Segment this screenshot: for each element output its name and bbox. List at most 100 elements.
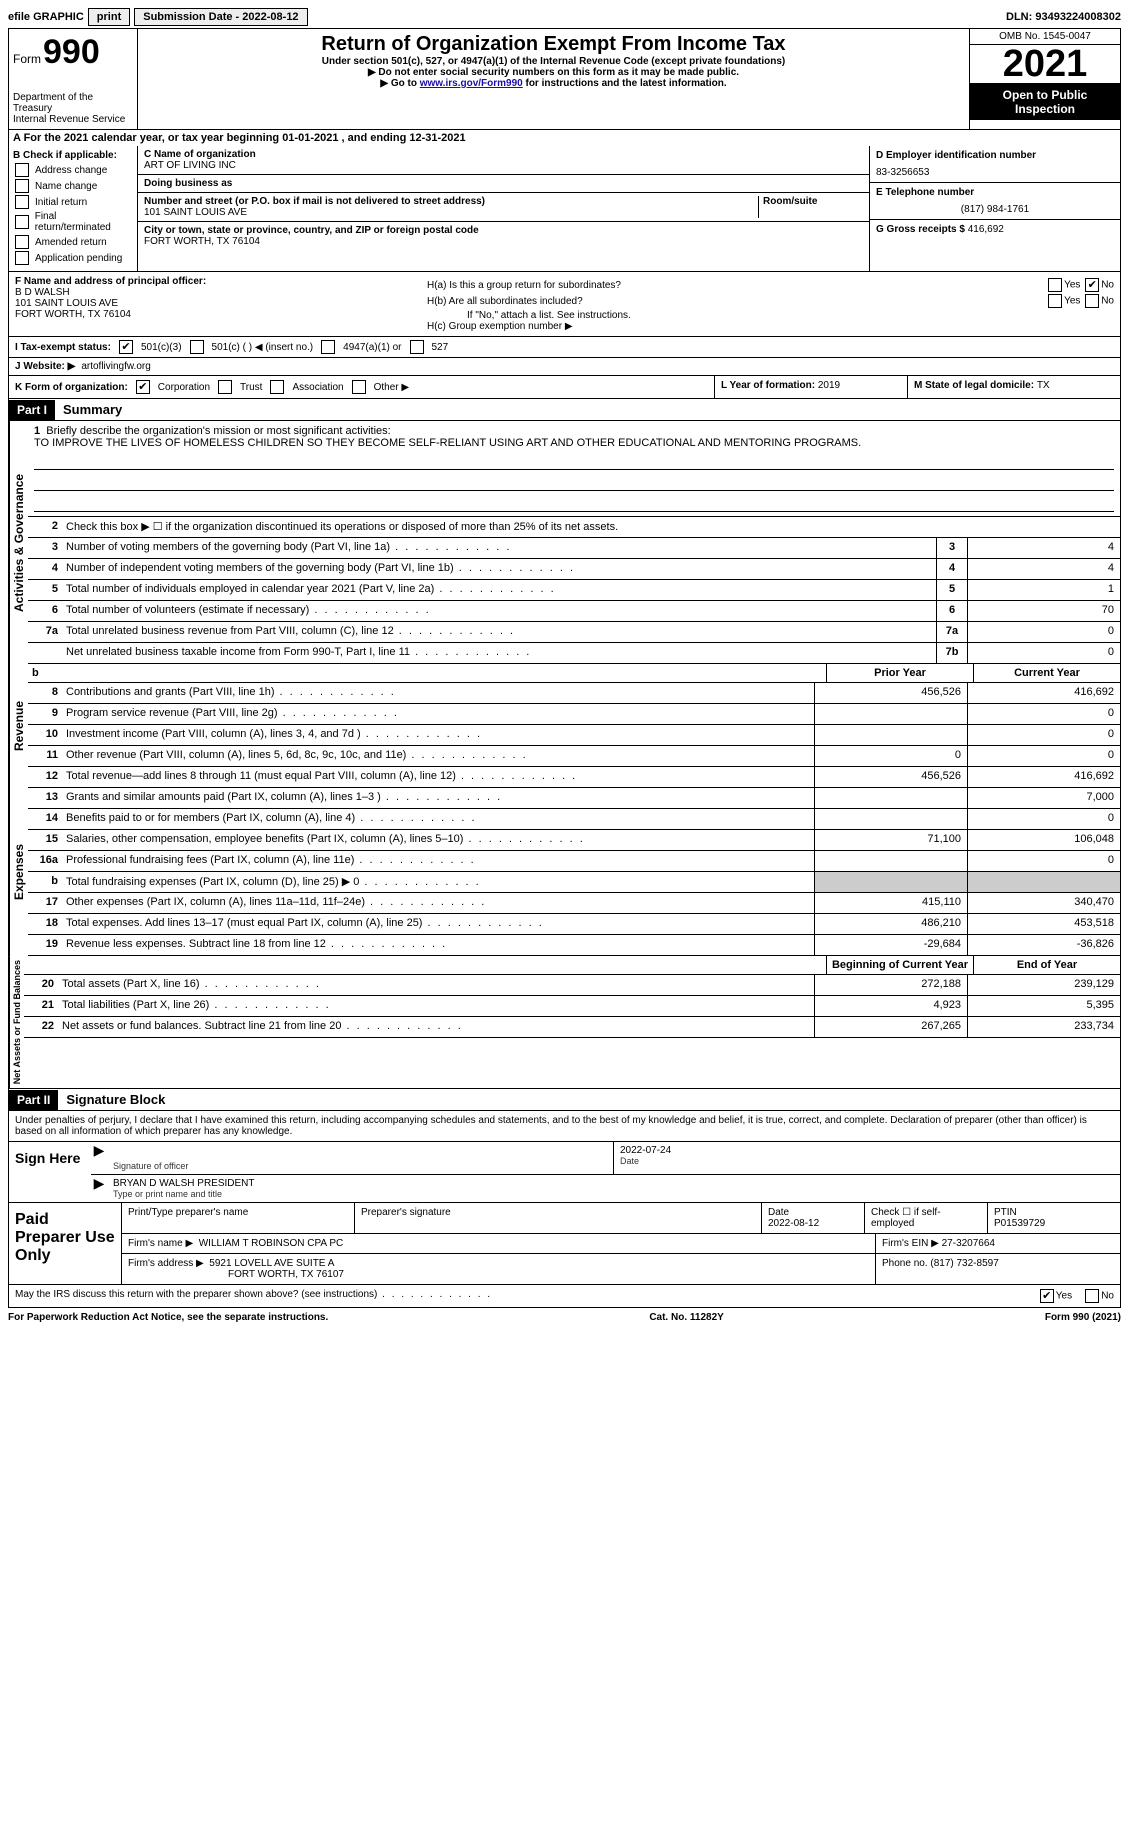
form-subtitle-2: ▶ Do not enter social security numbers o… — [142, 67, 965, 78]
checkbox-amended-return[interactable] — [15, 235, 29, 249]
officer-print-name: BRYAN D WALSH PRESIDENT — [113, 1178, 1114, 1189]
entity-info-grid: B Check if applicable: Address change Na… — [8, 146, 1121, 272]
firm-phone: (817) 732-8597 — [930, 1258, 998, 1269]
summary-row: 7aTotal unrelated business revenue from … — [28, 622, 1120, 643]
summary-row: 20Total assets (Part X, line 16)272,1882… — [24, 975, 1120, 996]
summary-row: 6Total number of volunteers (estimate if… — [28, 601, 1120, 622]
sign-date: 2022-07-24 — [620, 1145, 1114, 1156]
checkbox-hb-yes[interactable] — [1048, 294, 1062, 308]
col-prior-year: Prior Year — [826, 664, 973, 682]
sign-here-label: Sign Here — [9, 1142, 91, 1202]
checkbox-discuss-no[interactable] — [1085, 1289, 1099, 1303]
paid-preparer-section: Paid Preparer Use Only Print/Type prepar… — [9, 1202, 1120, 1284]
checkbox-final-return[interactable] — [15, 215, 29, 229]
website: artoflivingfw.org — [81, 361, 150, 372]
form-title: Return of Organization Exempt From Incom… — [142, 33, 965, 56]
net-assets-section: Net Assets or Fund Balances Beginning of… — [8, 956, 1121, 1089]
summary-row: 19Revenue less expenses. Subtract line 1… — [28, 935, 1120, 956]
checkbox-hb-no[interactable] — [1085, 294, 1099, 308]
summary-row: 18Total expenses. Add lines 13–17 (must … — [28, 914, 1120, 935]
ptin: P01539729 — [994, 1218, 1114, 1229]
vert-label-expenses: Expenses — [9, 788, 28, 956]
arrow-icon: ▶ — [91, 1142, 107, 1174]
checkbox-assoc[interactable] — [270, 380, 284, 394]
revenue-section: Revenue b Prior Year Current Year 8Contr… — [8, 664, 1121, 788]
expenses-section: Expenses 13Grants and similar amounts pa… — [8, 788, 1121, 956]
vert-label-revenue: Revenue — [9, 664, 28, 788]
firm-ein: 27-3207664 — [942, 1238, 995, 1249]
state-domicile: TX — [1037, 380, 1050, 391]
summary-row: 22Net assets or fund balances. Subtract … — [24, 1017, 1120, 1038]
efile-label: efile GRAPHIC — [8, 11, 84, 23]
tax-year: 2021 — [970, 45, 1120, 84]
firm-addr1: 5921 LOVELL AVE SUITE A — [209, 1258, 334, 1269]
part-2-header: Part II Signature Block — [8, 1089, 1121, 1111]
year-formation: 2019 — [818, 380, 840, 391]
box-h: H(a) Is this a group return for subordin… — [421, 272, 1120, 336]
box-b: B Check if applicable: Address change Na… — [9, 146, 138, 271]
summary-row: 21Total liabilities (Part X, line 26)4,9… — [24, 996, 1120, 1017]
checkbox-corp[interactable] — [136, 380, 150, 394]
checkbox-other[interactable] — [352, 380, 366, 394]
checkbox-address-change[interactable] — [15, 163, 29, 177]
summary-row: 15Salaries, other compensation, employee… — [28, 830, 1120, 851]
print-button[interactable]: print — [88, 8, 130, 26]
section-f-h: F Name and address of principal officer:… — [8, 272, 1121, 337]
org-name: ART OF LIVING INC — [144, 160, 863, 171]
box-c: C Name of organization ART OF LIVING INC… — [138, 146, 869, 271]
part-1-header: Part I Summary — [8, 399, 1121, 421]
signature-section: Under penalties of perjury, I declare th… — [8, 1111, 1121, 1285]
officer-name: B D WALSH — [15, 287, 415, 298]
form-subtitle-3: ▶ Go to www.irs.gov/Form990 for instruct… — [142, 78, 965, 89]
checkbox-527[interactable] — [410, 340, 424, 354]
summary-row: 14Benefits paid to or for members (Part … — [28, 809, 1120, 830]
page-footer: For Paperwork Reduction Act Notice, see … — [8, 1308, 1121, 1327]
firm-addr2: FORT WORTH, TX 76107 — [228, 1269, 344, 1280]
paid-preparer-label: Paid Preparer Use Only — [9, 1203, 122, 1284]
checkbox-501c[interactable] — [190, 340, 204, 354]
activities-governance: Activities & Governance 1 Briefly descri… — [8, 421, 1121, 664]
irs-link[interactable]: www.irs.gov/Form990 — [420, 78, 523, 89]
box-d: D Employer identification number 83-3256… — [869, 146, 1120, 271]
top-bar: efile GRAPHIC print Submission Date - 20… — [8, 8, 1121, 26]
vert-label-net-assets: Net Assets or Fund Balances — [9, 956, 24, 1088]
submission-date: Submission Date - 2022-08-12 — [134, 8, 307, 26]
phone: (817) 984-1761 — [876, 204, 1114, 215]
checkbox-name-change[interactable] — [15, 179, 29, 193]
row-i: I Tax-exempt status: 501(c)(3) 501(c) ( … — [8, 337, 1121, 358]
col-current-year: Current Year — [973, 664, 1120, 682]
box-f: F Name and address of principal officer:… — [9, 272, 421, 336]
checkbox-4947[interactable] — [321, 340, 335, 354]
summary-row: 13Grants and similar amounts paid (Part … — [28, 788, 1120, 809]
checkbox-ha-no[interactable] — [1085, 278, 1099, 292]
arrow-icon: ▶ — [91, 1175, 107, 1202]
checkbox-trust[interactable] — [218, 380, 232, 394]
dln: DLN: 93493224008302 — [1006, 11, 1121, 23]
col-end-year: End of Year — [973, 956, 1120, 974]
summary-row: 9Program service revenue (Part VIII, lin… — [28, 704, 1120, 725]
mission-text: TO IMPROVE THE LIVES OF HOMELESS CHILDRE… — [34, 437, 1114, 449]
summary-row: 16aProfessional fundraising fees (Part I… — [28, 851, 1120, 872]
checkbox-501c3[interactable] — [119, 340, 133, 354]
checkbox-ha-yes[interactable] — [1048, 278, 1062, 292]
summary-row: bTotal fundraising expenses (Part IX, co… — [28, 872, 1120, 893]
checkbox-initial-return[interactable] — [15, 195, 29, 209]
form-subtitle-1: Under section 501(c), 527, or 4947(a)(1)… — [142, 56, 965, 67]
summary-row: 12Total revenue—add lines 8 through 11 (… — [28, 767, 1120, 788]
summary-row: 11Other revenue (Part VIII, column (A), … — [28, 746, 1120, 767]
summary-row: 8Contributions and grants (Part VIII, li… — [28, 683, 1120, 704]
summary-row: Net unrelated business taxable income fr… — [28, 643, 1120, 664]
firm-name: WILLIAM T ROBINSON CPA PC — [199, 1238, 343, 1249]
preparer-date: 2022-08-12 — [768, 1218, 858, 1229]
mission-block: 1 Briefly describe the organization's mi… — [28, 421, 1120, 517]
summary-row: 3Number of voting members of the governi… — [28, 538, 1120, 559]
street-address: 101 SAINT LOUIS AVE — [144, 207, 758, 218]
checkbox-discuss-yes[interactable] — [1040, 1289, 1054, 1303]
summary-row: 5Total number of individuals employed in… — [28, 580, 1120, 601]
summary-row: 17Other expenses (Part IX, column (A), l… — [28, 893, 1120, 914]
summary-row: 10Investment income (Part VIII, column (… — [28, 725, 1120, 746]
ein: 83-3256653 — [876, 167, 1114, 178]
city-state-zip: FORT WORTH, TX 76104 — [144, 236, 863, 247]
penalty-statement: Under penalties of perjury, I declare th… — [9, 1111, 1120, 1141]
checkbox-application-pending[interactable] — [15, 251, 29, 265]
